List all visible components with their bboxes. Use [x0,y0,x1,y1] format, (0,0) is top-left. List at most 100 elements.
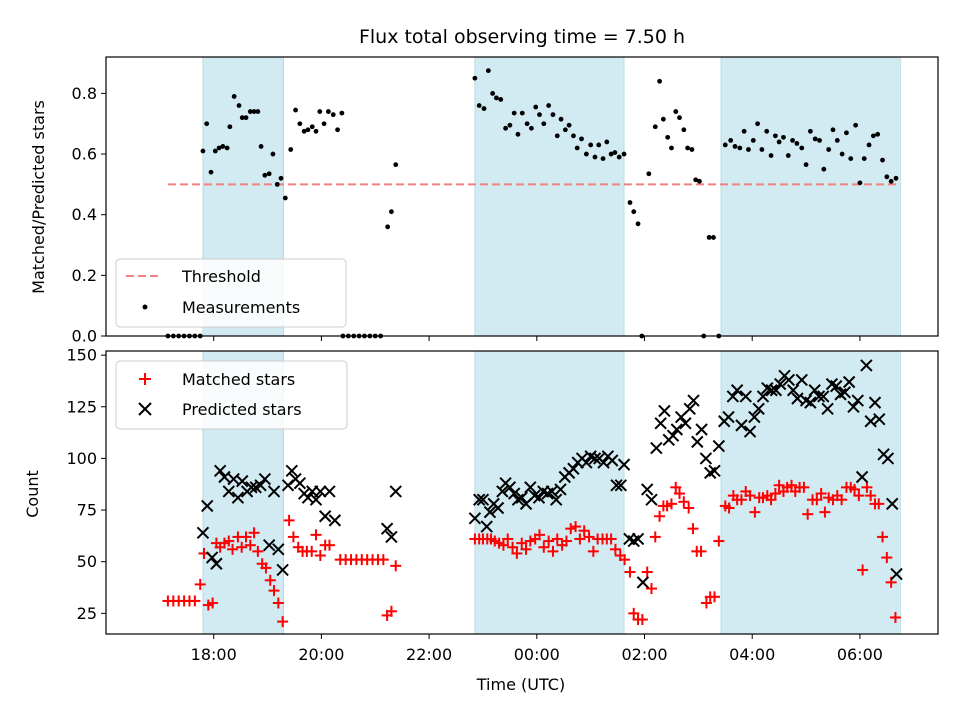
predicted-star-mark-b [679,417,692,430]
measurement-point [541,121,547,127]
predicted-star-mark-b [699,452,713,465]
matched-star-point [534,529,546,541]
predicted-star-mark-b [597,456,610,469]
matched-star-point [240,531,252,543]
matched-star-point [628,607,640,619]
measurement-point [660,116,666,122]
measurement-point [288,147,294,152]
top-axes-frame [105,56,939,337]
x-axis-label: Time (UTC) [476,675,565,694]
matched-star-point [765,494,777,506]
predicted-star-mark-b [640,483,654,496]
matched-star-point [670,481,682,493]
predicted-star-point [515,491,528,504]
predicted-star-mark-b [855,470,869,484]
measurement-point [685,145,690,151]
predicted-star-mark-b [213,464,227,478]
measurement-point [321,121,327,127]
measurement-point [485,68,491,74]
matched-star-point [497,539,509,551]
chart-title: Flux total observing time = 7.50 h [359,26,685,48]
predicted-star-mark-b [782,373,796,387]
predicted-star-mark-b [231,491,245,504]
measurement-point [848,156,854,161]
matched-star-point [865,490,877,502]
matched-star-point [749,506,761,518]
bottom-axes-frame [105,350,939,635]
measurement-point [621,151,627,157]
measurement-point [893,175,899,181]
legend-threshold-label: Threshold [181,267,261,286]
predicted-star-point [236,474,249,488]
predicted-star-point [276,563,289,577]
measurement-point [317,109,323,114]
predicted-star-mark-b [483,505,497,519]
predicted-star-mark-b [318,510,332,523]
measurement-point [844,130,849,136]
matched-star-point [744,490,756,502]
predicted-star-point [210,557,223,570]
matched-star-point [811,494,823,506]
measurement-point [529,125,534,131]
predicted-star-point [318,510,332,523]
predicted-star-point [196,526,210,539]
predicted-star-mark-b [309,493,323,506]
predicted-star-point [532,491,546,504]
measurement-point [807,128,813,134]
predicted-star-point [258,472,272,486]
top-y-tick-label: 0.4 [72,205,97,224]
predicted-star-mark-b [691,435,704,449]
predicted-star-mark-b [881,452,895,465]
matched-star-point [857,564,869,576]
predicted-star-mark-b [722,410,735,424]
measurement-point [875,131,881,137]
matched-star-point [323,539,335,551]
predicted-star-point [886,497,899,511]
measurement-point [326,109,331,114]
predicted-star-mark-b [262,538,276,552]
predicted-star-point [610,479,623,492]
predicted-star-point [842,375,856,389]
measurement-point [236,103,242,108]
matched-star-point [773,479,785,491]
predicted-star-mark-b [205,551,219,564]
predicted-star-mark-b [258,472,272,486]
measurement-point [759,147,765,152]
predicted-star-point [679,417,692,430]
matched-star-point [287,531,299,543]
predicted-star-point [385,530,398,544]
matched-star-point [283,514,295,526]
measurement-point [274,181,280,187]
measurement-point [258,144,264,149]
measurement-point [278,175,284,181]
predicted-star-mark-b [588,452,602,465]
matched-star-point [798,481,810,493]
predicted-star-mark-b [650,441,663,455]
predicted-star-mark-b [752,402,765,416]
predicted-star-point [468,512,482,525]
predicted-star-point [631,532,645,546]
measurement-point [546,103,552,108]
observing-windows-bottom [202,350,901,635]
predicted-star-mark-b [580,456,593,469]
measurement-point [706,235,712,240]
predicted-star-point [847,400,860,413]
measurement-point [635,221,641,227]
predicted-star-point [222,485,235,498]
matched-star-point [802,508,814,520]
measurement-point [772,133,778,139]
predicted-star-mark-b [614,479,628,492]
x-tick-label: 22:00 [406,645,452,664]
predicted-star-mark-b [687,394,700,407]
measurement-point [646,171,652,177]
matched-star-point [587,545,599,557]
measurement-point [503,125,508,131]
measurement-point [861,156,867,161]
predicted-star-mark-b [218,470,231,484]
predicted-star-mark-b [201,499,214,513]
predicted-star-point [666,429,680,442]
measurement-point [216,145,222,151]
measurement-point [571,133,576,139]
matched-star-point [786,479,798,491]
predicted-star-mark-b [890,567,903,581]
